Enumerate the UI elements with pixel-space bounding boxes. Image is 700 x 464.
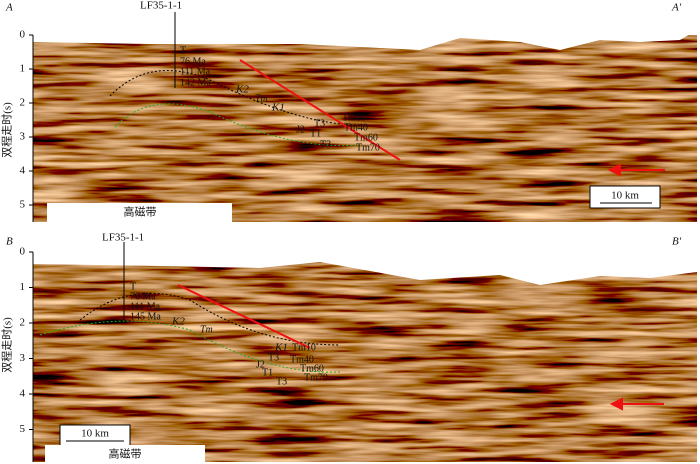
horizon-label: K2 bbox=[171, 316, 185, 328]
horizon-label: Tm70 bbox=[356, 142, 380, 153]
age: T bbox=[180, 45, 186, 56]
y-tick-label: 5 bbox=[20, 199, 26, 211]
y-tick-label: 0 bbox=[20, 29, 26, 41]
horizon-label: Tm10 bbox=[342, 112, 366, 123]
y-axis-label: 双程走时(s) bbox=[1, 102, 14, 158]
well-label: LF35-1-1 bbox=[102, 232, 144, 244]
y-axis-label: 双程走时(s) bbox=[1, 317, 14, 373]
y-tick-label: 2 bbox=[20, 317, 26, 329]
horizon-label: T3 bbox=[268, 352, 279, 363]
arrow bbox=[607, 163, 665, 177]
horizon-label: T3 bbox=[314, 118, 325, 129]
y-tick-label: 4 bbox=[20, 165, 26, 177]
horizon-label: Tm40 bbox=[290, 354, 314, 365]
age: 76 Ma bbox=[130, 291, 156, 302]
age: 111 Ma bbox=[130, 301, 161, 312]
horizon bbox=[39, 320, 341, 373]
horizon-label: T3 bbox=[276, 376, 287, 387]
well-label: LF35-1-1 bbox=[140, 0, 182, 12]
corner: B bbox=[6, 236, 13, 248]
y-tick-label: 3 bbox=[20, 131, 26, 143]
horizon-label: T1 bbox=[310, 128, 321, 139]
horizon-label: T3 bbox=[320, 139, 331, 150]
horizon bbox=[114, 103, 361, 147]
seismic-image bbox=[33, 252, 697, 462]
corner: B' bbox=[672, 236, 682, 248]
age: 142 Ma bbox=[180, 77, 211, 88]
horizon-label: T1 bbox=[262, 367, 273, 378]
age: 145 Ma bbox=[130, 311, 161, 322]
corner: A' bbox=[671, 2, 682, 14]
y-tick-label: 2 bbox=[20, 97, 26, 109]
y-tick-label: 0 bbox=[20, 246, 26, 258]
y-tick-label: 4 bbox=[20, 388, 26, 400]
horizon-label: Tm10 bbox=[292, 342, 316, 353]
horizon-label: K2 bbox=[235, 84, 249, 96]
water bbox=[33, 10, 697, 50]
age: T bbox=[130, 281, 136, 292]
horizon-label: Tm bbox=[200, 324, 213, 335]
scale-label: 10 km bbox=[81, 428, 109, 440]
water bbox=[33, 242, 697, 285]
horizon-label: J2 bbox=[296, 124, 305, 135]
zone-label: 高磁带 bbox=[124, 205, 157, 219]
corner: A bbox=[5, 2, 13, 14]
horizon bbox=[109, 70, 361, 126]
zone-box bbox=[47, 203, 232, 222]
horizon-label: K1 bbox=[271, 102, 285, 114]
horizon-label: K1 bbox=[274, 342, 288, 354]
zone-label: 高磁带 bbox=[109, 447, 142, 461]
y-tick-label: 3 bbox=[20, 352, 26, 364]
age: 111 Ma bbox=[180, 66, 211, 77]
scale-label: 10 km bbox=[611, 190, 639, 202]
panel-b: B B' LF35-1-1 T 76 Ma 111 Ma 145 Ma K2 T… bbox=[1, 232, 697, 464]
horizon-label: Tm60 bbox=[354, 132, 378, 143]
y-tick-label: 1 bbox=[20, 281, 26, 293]
fault bbox=[239, 59, 401, 161]
horizon-label: Tm60 bbox=[300, 363, 324, 374]
zone-box bbox=[45, 445, 205, 464]
panel-a: A A' LF35-1-1 T 76 Ma 111 Ma 142 Ma K2 T… bbox=[1, 0, 697, 222]
y-tick-label: 5 bbox=[20, 423, 26, 435]
horizon-label: Tm bbox=[255, 93, 268, 104]
age: 76 Ma bbox=[180, 56, 206, 67]
arrow bbox=[609, 397, 664, 411]
horizon-label: Tm70 bbox=[304, 372, 328, 383]
y-tick-label: 1 bbox=[20, 63, 26, 75]
horizon-label: J2 bbox=[256, 359, 265, 370]
fault bbox=[177, 284, 311, 349]
horizon-label: Tm40 bbox=[344, 122, 368, 133]
seismic-image bbox=[33, 35, 697, 222]
